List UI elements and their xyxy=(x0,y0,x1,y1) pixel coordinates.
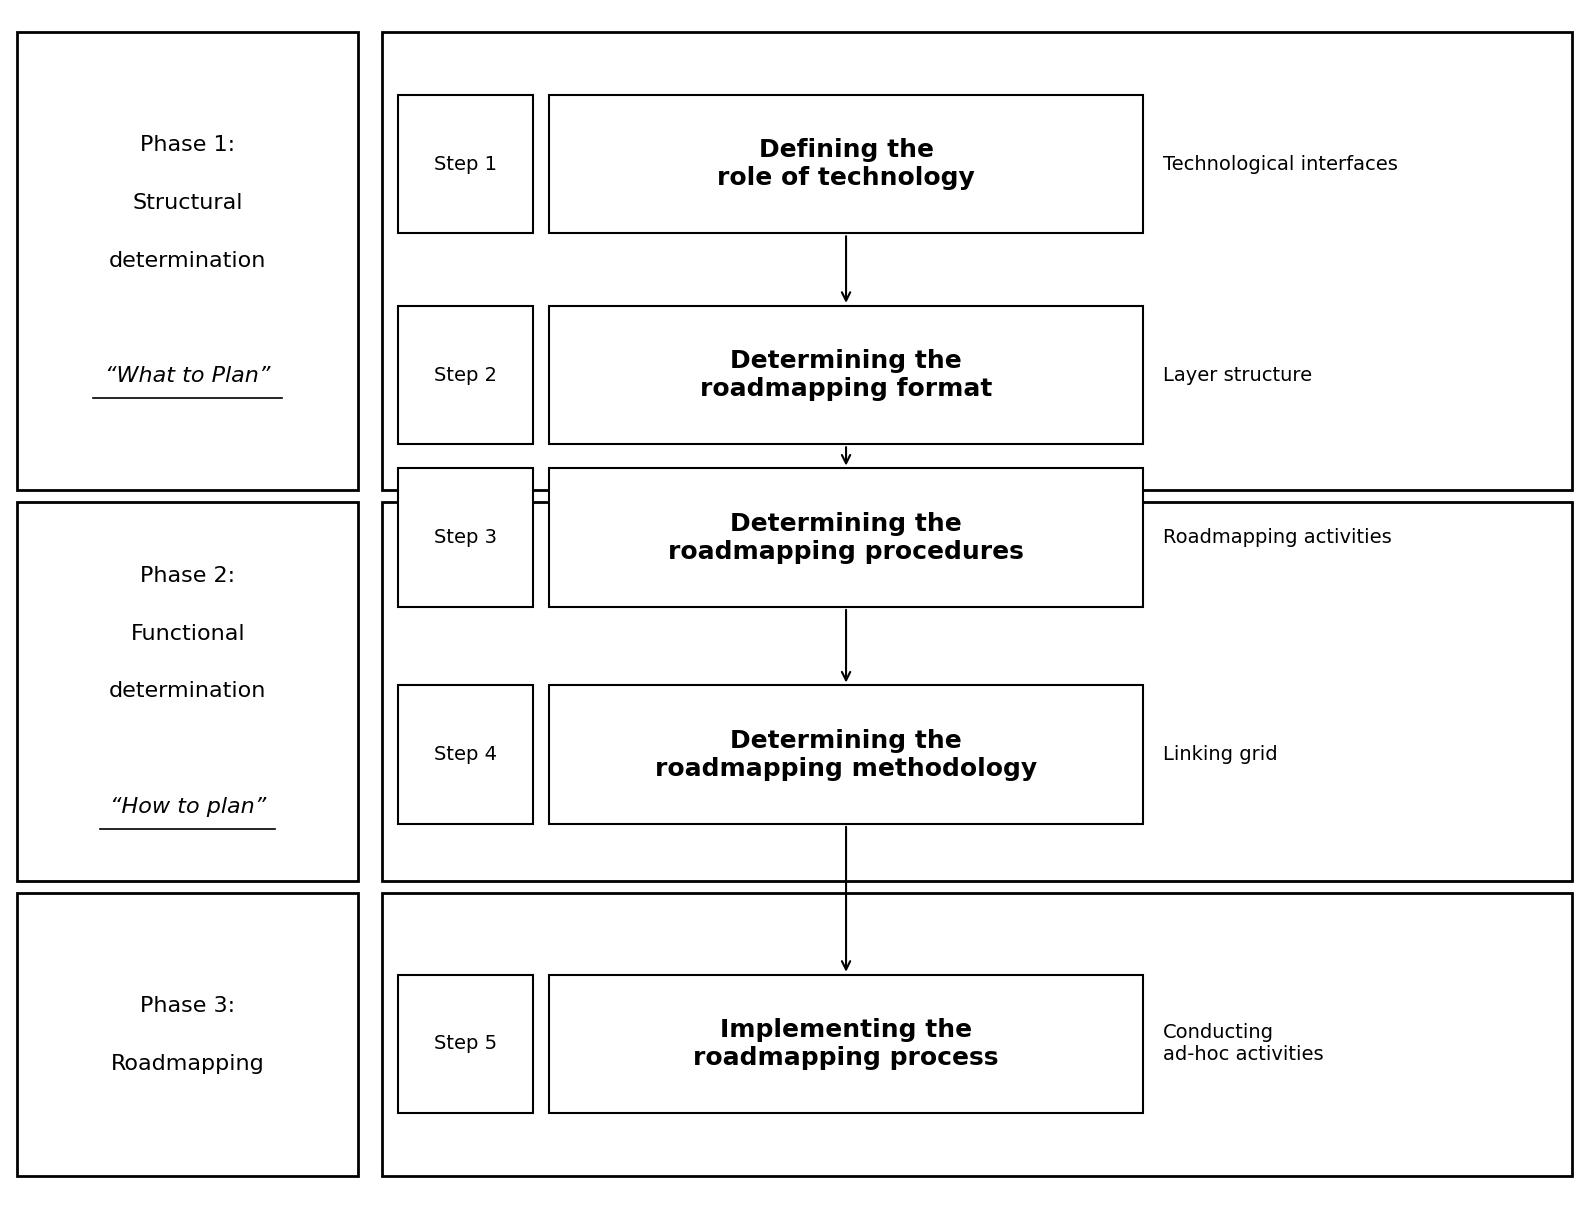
Text: Step 5: Step 5 xyxy=(434,1034,497,1053)
FancyBboxPatch shape xyxy=(548,94,1144,233)
FancyBboxPatch shape xyxy=(381,501,1572,881)
Text: Conducting
ad-hoc activities: Conducting ad-hoc activities xyxy=(1163,1023,1324,1064)
Text: Phase 1:: Phase 1: xyxy=(140,135,235,155)
FancyBboxPatch shape xyxy=(548,306,1144,445)
Text: Determining the
roadmapping procedures: Determining the roadmapping procedures xyxy=(667,512,1023,564)
Text: determination: determination xyxy=(110,250,267,271)
Text: Linking grid: Linking grid xyxy=(1163,745,1278,765)
FancyBboxPatch shape xyxy=(381,31,1572,489)
Text: Step 2: Step 2 xyxy=(434,366,497,384)
FancyBboxPatch shape xyxy=(397,975,532,1114)
Text: Roadmapping: Roadmapping xyxy=(111,1053,265,1074)
Text: Determining the
roadmapping methodology: Determining the roadmapping methodology xyxy=(655,728,1038,780)
Text: “What to Plan”: “What to Plan” xyxy=(105,366,270,387)
Text: Phase 2:: Phase 2: xyxy=(140,565,235,586)
FancyBboxPatch shape xyxy=(548,975,1144,1114)
Text: determination: determination xyxy=(110,681,267,702)
Text: Step 4: Step 4 xyxy=(434,745,497,765)
FancyBboxPatch shape xyxy=(397,469,532,606)
Text: Step 1: Step 1 xyxy=(434,155,497,174)
Text: Layer structure: Layer structure xyxy=(1163,366,1311,384)
FancyBboxPatch shape xyxy=(548,469,1144,606)
Text: Roadmapping activities: Roadmapping activities xyxy=(1163,528,1392,547)
Text: Functional: Functional xyxy=(130,623,245,644)
Text: Implementing the
roadmapping process: Implementing the roadmapping process xyxy=(693,1018,999,1070)
FancyBboxPatch shape xyxy=(17,893,358,1177)
Text: Defining the
role of technology: Defining the role of technology xyxy=(717,138,976,190)
FancyBboxPatch shape xyxy=(397,94,532,233)
Text: Phase 3:: Phase 3: xyxy=(140,995,235,1016)
FancyBboxPatch shape xyxy=(17,31,358,489)
Text: Structural: Structural xyxy=(132,192,243,213)
FancyBboxPatch shape xyxy=(381,893,1572,1177)
FancyBboxPatch shape xyxy=(397,685,532,824)
Text: “How to plan”: “How to plan” xyxy=(110,797,265,817)
FancyBboxPatch shape xyxy=(397,306,532,445)
Text: Step 3: Step 3 xyxy=(434,528,497,547)
Text: Technological interfaces: Technological interfaces xyxy=(1163,155,1397,174)
Text: Determining the
roadmapping format: Determining the roadmapping format xyxy=(699,349,992,401)
FancyBboxPatch shape xyxy=(17,501,358,881)
FancyBboxPatch shape xyxy=(548,685,1144,824)
